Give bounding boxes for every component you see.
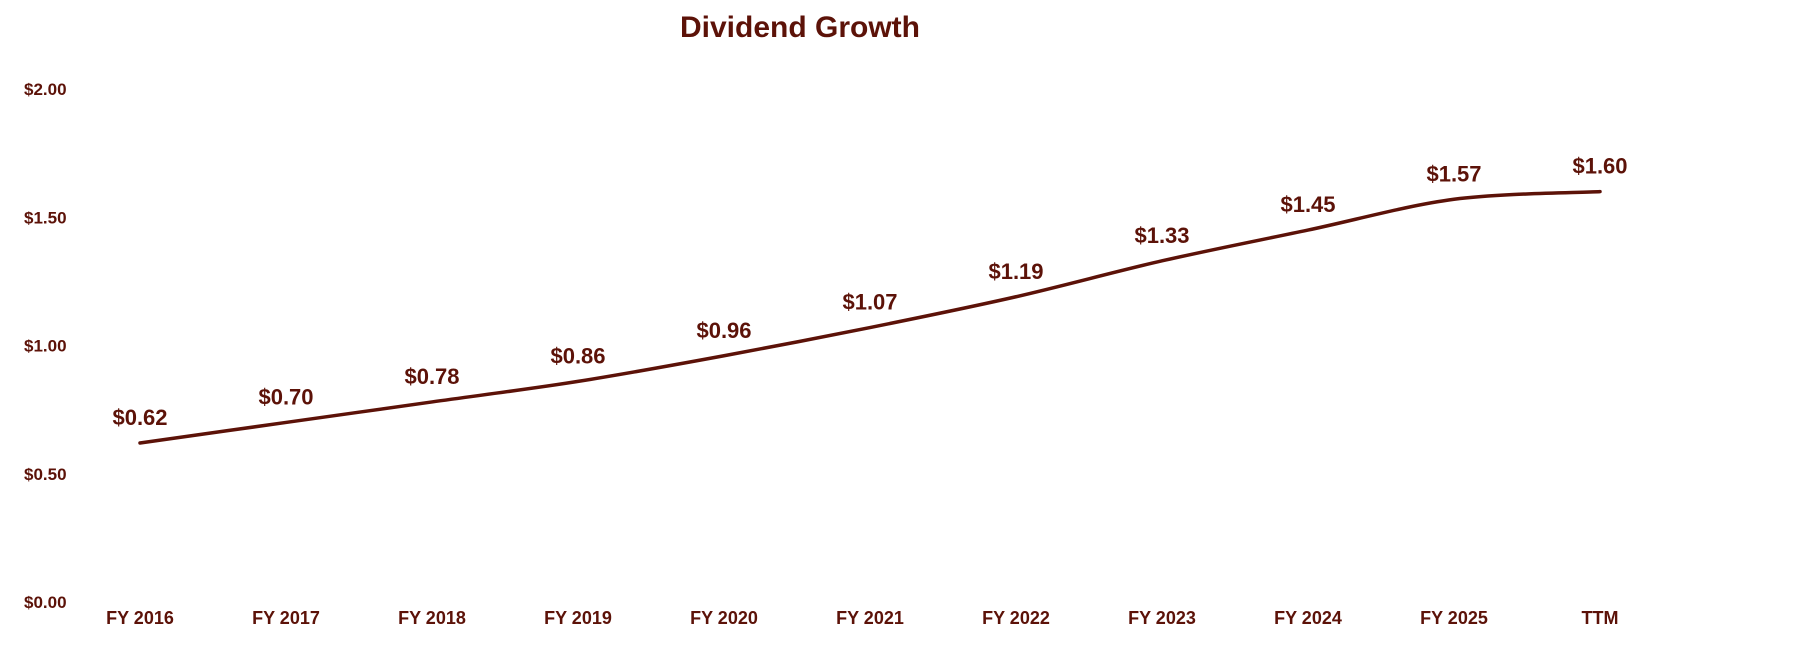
x-tick-label: FY 2022 (982, 608, 1050, 628)
x-tick-label: FY 2017 (252, 608, 320, 628)
x-tick-label: FY 2021 (836, 608, 904, 628)
x-tick-label: TTM (1582, 608, 1619, 628)
y-tick-label: $1.50 (24, 208, 67, 227)
data-label: $0.62 (112, 405, 167, 430)
data-label: $0.96 (696, 318, 751, 343)
data-label: $1.07 (842, 290, 897, 315)
data-label: $1.57 (1426, 161, 1481, 186)
data-label: $0.78 (404, 364, 459, 389)
x-tick-label: FY 2024 (1274, 608, 1342, 628)
data-label: $1.19 (988, 259, 1043, 284)
x-tick-label: FY 2016 (106, 608, 174, 628)
y-tick-label: $1.00 (24, 337, 67, 356)
data-label: $1.33 (1134, 223, 1189, 248)
x-tick-label: FY 2023 (1128, 608, 1196, 628)
data-label: $0.86 (550, 343, 605, 368)
chart-title: Dividend Growth (680, 11, 920, 44)
data-label: $0.70 (258, 384, 313, 409)
y-tick-label: $2.00 (24, 80, 67, 99)
x-tick-label: FY 2025 (1420, 608, 1488, 628)
x-tick-label: FY 2019 (544, 608, 612, 628)
y-tick-label: $0.00 (24, 593, 67, 612)
x-tick-label: FY 2020 (690, 608, 758, 628)
data-label: $1.60 (1572, 154, 1627, 179)
data-label: $1.45 (1280, 192, 1335, 217)
x-tick-label: FY 2018 (398, 608, 466, 628)
y-tick-label: $0.50 (24, 465, 67, 484)
series-line (138, 189, 1602, 445)
